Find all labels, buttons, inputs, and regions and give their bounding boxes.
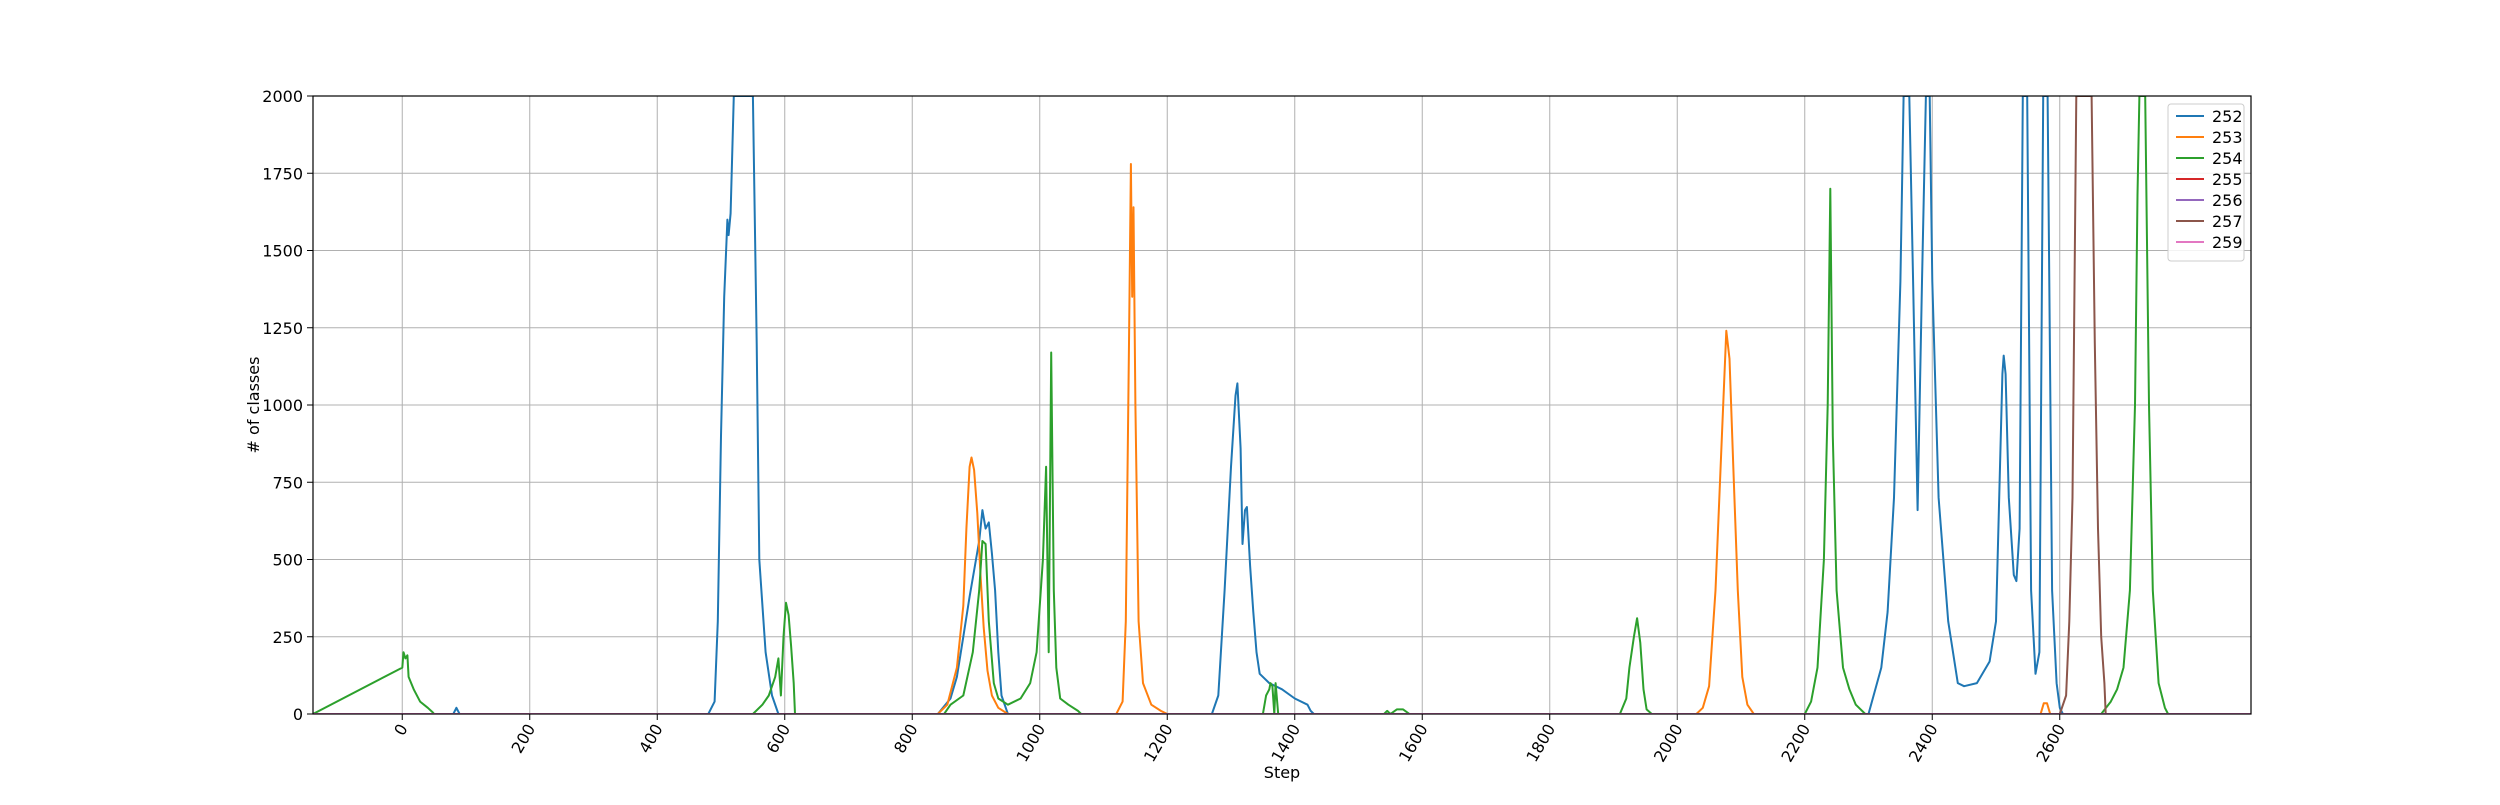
x-tick-label: 400 bbox=[635, 721, 667, 757]
series-line-253 bbox=[313, 163, 2251, 714]
series-line-257 bbox=[313, 96, 2251, 714]
series-line-252 bbox=[313, 96, 2251, 714]
legend: 252 253 254 255 256 257 259 bbox=[2167, 103, 2245, 262]
x-tick-label: 1400 bbox=[1267, 721, 1304, 766]
y-tick-label: 250 bbox=[272, 628, 303, 647]
y-axis-label: # of classes bbox=[244, 357, 263, 454]
legend-label-254: 254 bbox=[2212, 149, 2243, 168]
legend-label-257: 257 bbox=[2212, 212, 2243, 231]
x-tick-label: 1200 bbox=[1140, 721, 1177, 766]
x-tick-label: 2600 bbox=[2032, 721, 2069, 766]
y-tick-label: 2000 bbox=[262, 87, 303, 106]
y-tick-label: 1250 bbox=[262, 319, 303, 338]
x-tick-label: 1800 bbox=[1522, 721, 1559, 766]
x-tick-label: 600 bbox=[762, 721, 794, 757]
y-tick-label: 1500 bbox=[262, 242, 303, 261]
x-tick-label: 0 bbox=[390, 721, 412, 739]
legend-label-259: 259 bbox=[2212, 233, 2243, 252]
legend-label-256: 256 bbox=[2212, 191, 2243, 210]
x-tick-label: 1600 bbox=[1395, 721, 1432, 766]
legend-label-255: 255 bbox=[2212, 170, 2243, 189]
legend-label-252: 252 bbox=[2212, 107, 2243, 126]
y-tick-label: 500 bbox=[272, 551, 303, 570]
legend-label-253: 253 bbox=[2212, 128, 2243, 147]
x-axis: 0 200 400 600 800 1000 1200 1400 1600 1800 2000 220… bbox=[390, 714, 2069, 765]
x-tick-label: 2000 bbox=[1650, 721, 1687, 766]
x-tick-label: 2400 bbox=[1905, 721, 1942, 766]
x-tick-label: 800 bbox=[890, 721, 922, 757]
x-tick-label: 1000 bbox=[1012, 721, 1049, 766]
y-tick-label: 0 bbox=[293, 705, 303, 724]
series-line-254 bbox=[313, 96, 2251, 714]
x-tick-label: 200 bbox=[507, 721, 539, 757]
y-axis: 0 250 500 750 1000 1250 1500 1750 2000 bbox=[262, 87, 313, 724]
y-tick-label: 1000 bbox=[262, 396, 303, 415]
x-tick-label: 2200 bbox=[1777, 721, 1814, 766]
x-axis-label: Step bbox=[1264, 763, 1300, 782]
grid-layer bbox=[313, 95, 2251, 715]
series-layer bbox=[313, 96, 2251, 714]
y-tick-label: 1750 bbox=[262, 164, 303, 183]
y-tick-label: 750 bbox=[272, 473, 303, 492]
